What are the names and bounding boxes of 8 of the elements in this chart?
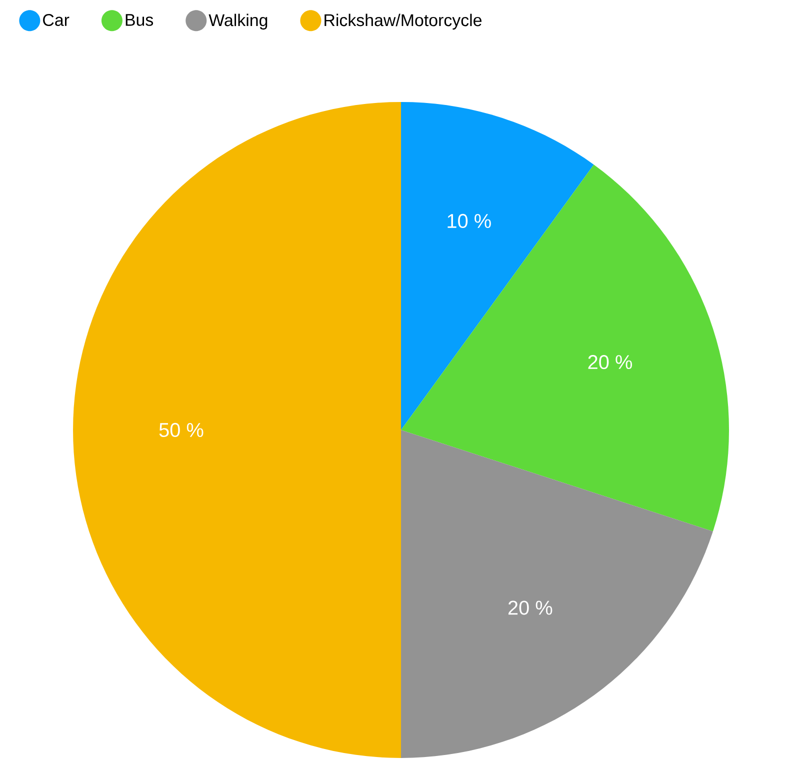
data-label: 20 % [508,600,552,615]
legend-label: Walking [208,14,268,30]
data-label: 20 % [588,355,632,370]
legend-label: Rickshaw/Motorcycle [324,14,482,30]
legend-label: Car [43,14,70,26]
data-label: 50 % [159,422,204,438]
legend-label: Bus [126,14,154,26]
data-label: 10 % [448,214,491,228]
